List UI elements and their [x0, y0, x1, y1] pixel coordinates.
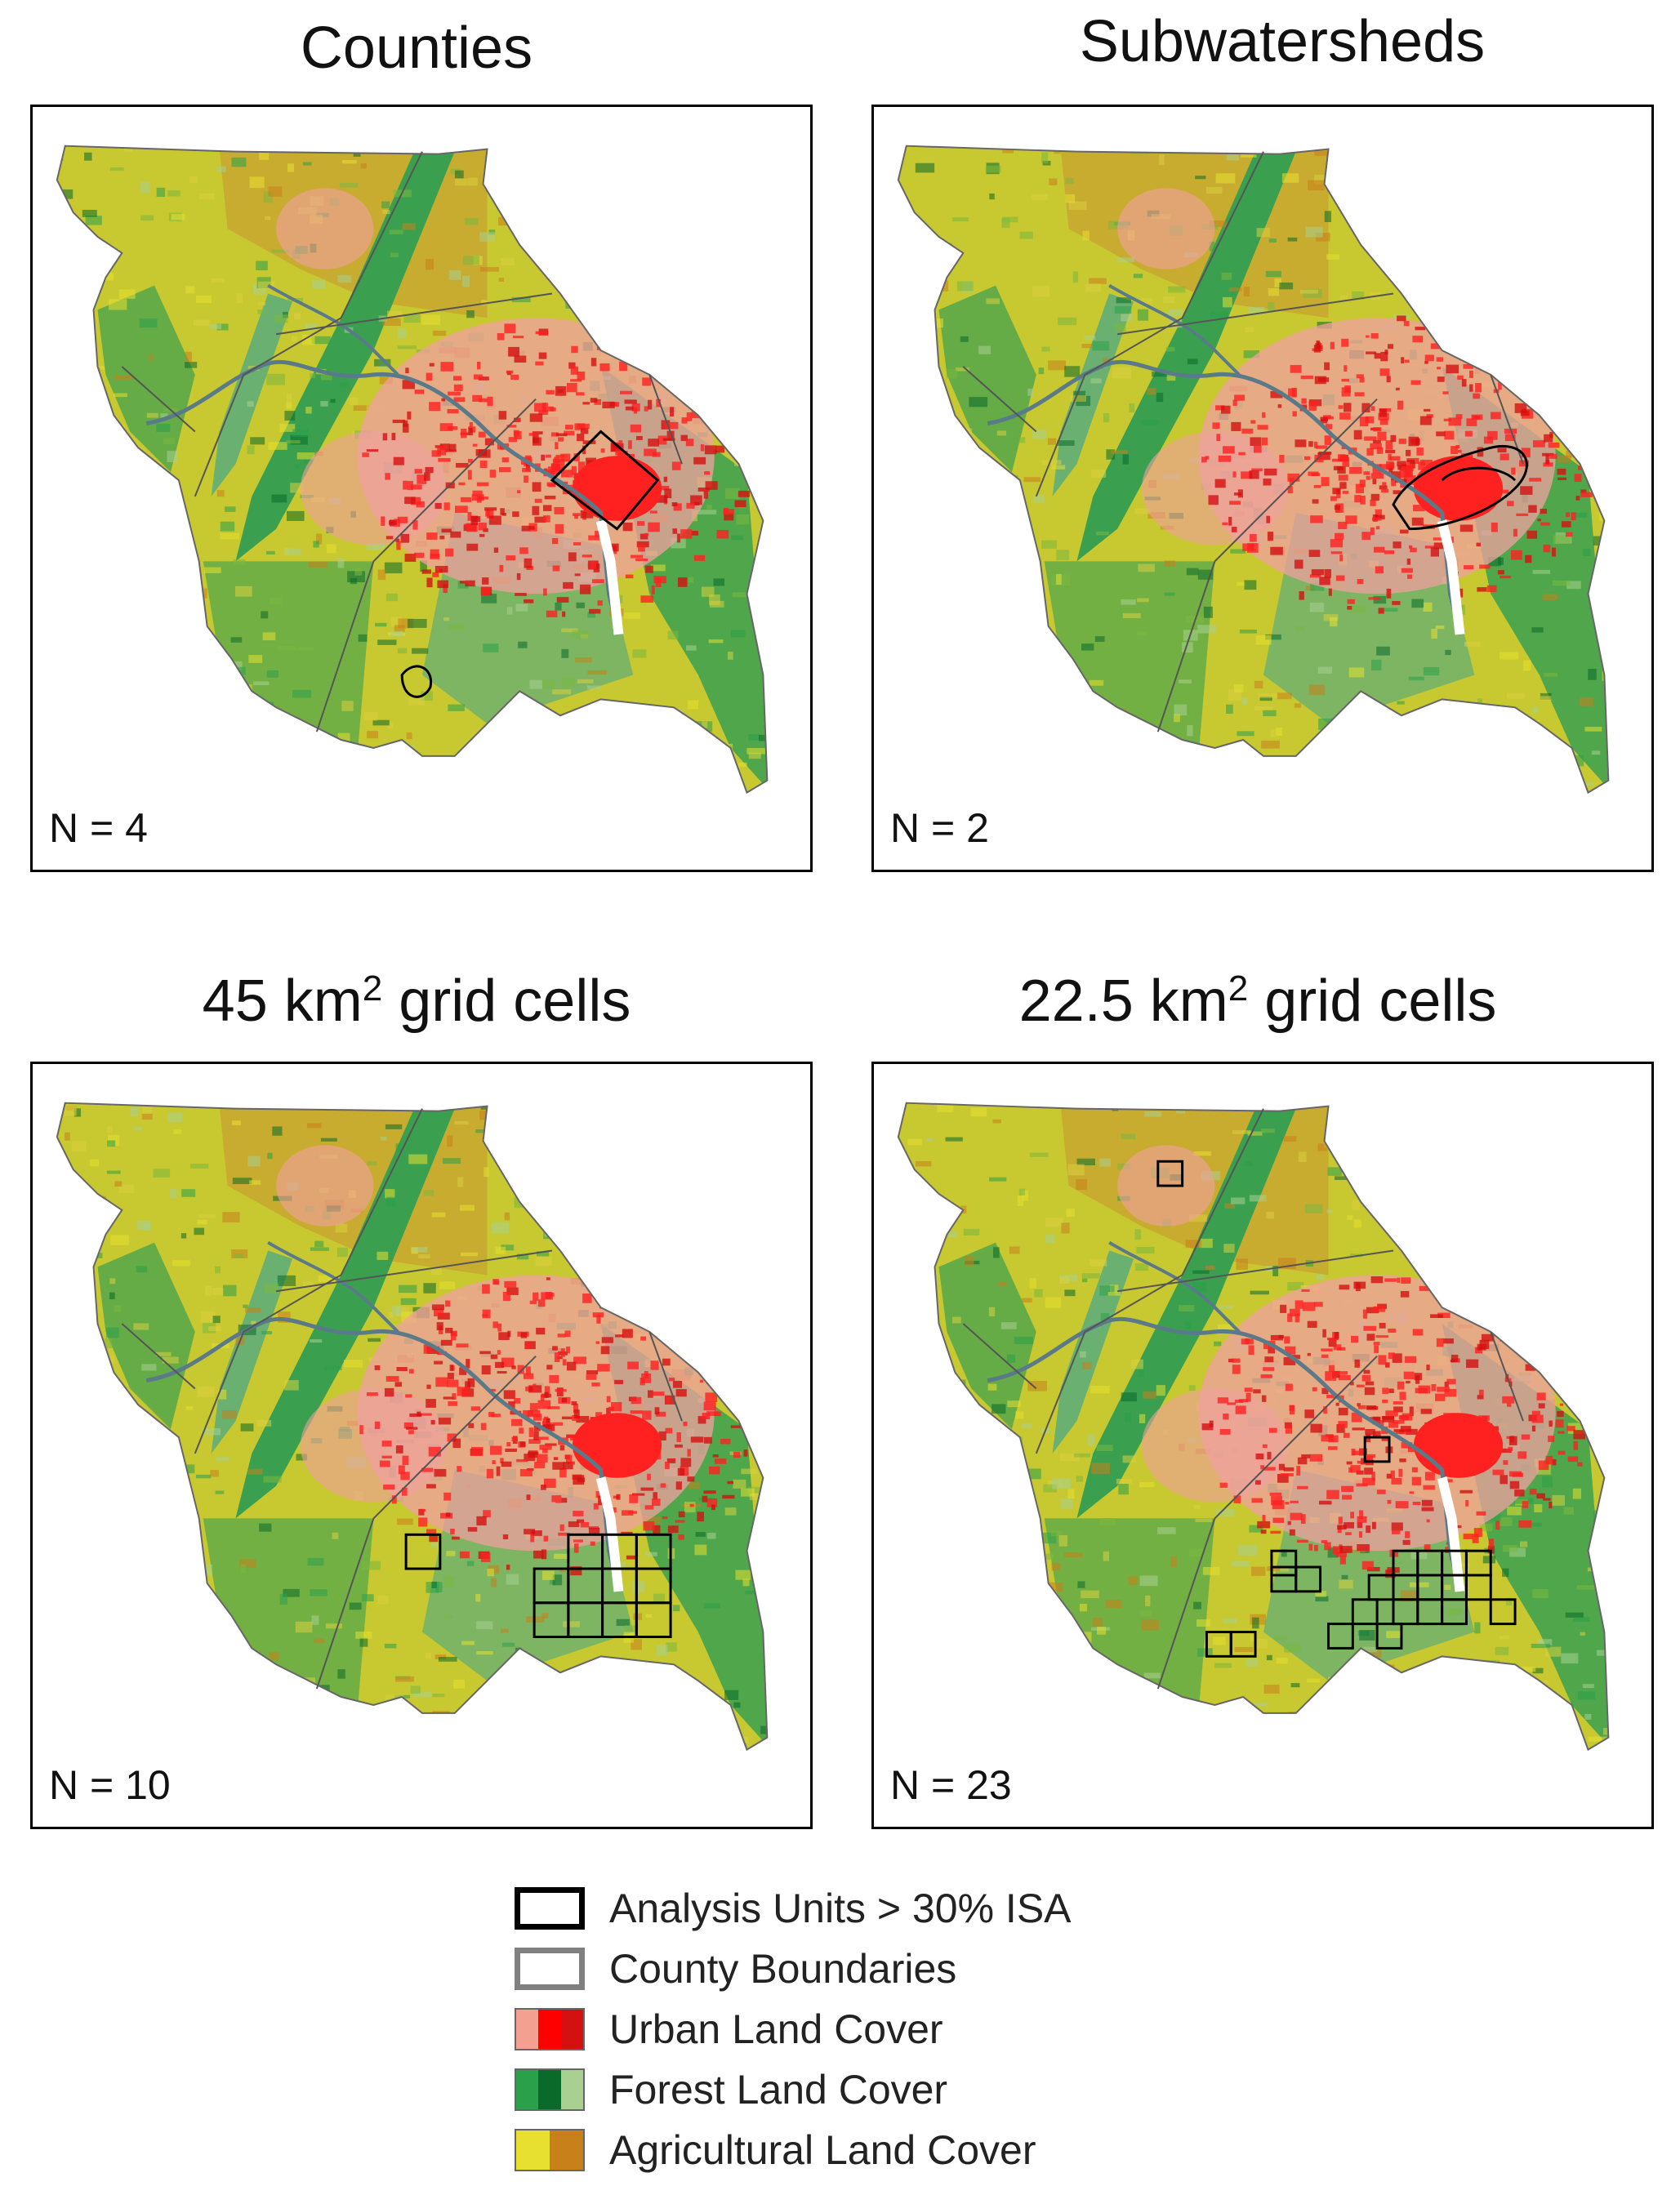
legend-label: Agricultural Land Cover: [609, 2127, 1036, 2173]
legend-swatch-agricultural: [515, 2129, 585, 2171]
legend-label: Urban Land Cover: [609, 2006, 943, 2052]
analysis-units: [1392, 445, 1528, 531]
legend-swatch-forest: [515, 2068, 585, 2111]
legend-item-forest: Forest Land Cover: [515, 2059, 1152, 2120]
legend-label: County Boundaries: [609, 1946, 957, 1992]
map-panel-22km-grid: N = 23: [871, 1062, 1654, 1829]
count-label: N = 4: [49, 805, 148, 851]
county-boundaries: [897, 1102, 1610, 1752]
legend-item-county-boundaries: County Boundaries: [515, 1939, 1152, 1999]
legend-label: Forest Land Cover: [609, 2067, 948, 2113]
analysis-units: [404, 1533, 672, 1638]
land-cover-layer: [56, 1102, 768, 1750]
legend-swatch-urban: [515, 2008, 585, 2050]
map-panel-subwatersheds: N = 2: [871, 105, 1654, 872]
map-45km-grid: [56, 1102, 769, 1752]
legend-swatch-analysis-units: [515, 1887, 585, 1930]
map-subwatersheds: [897, 145, 1610, 795]
analysis-units: [1156, 1160, 1517, 1658]
legend-item-analysis-units: Analysis Units > 30% ISA: [515, 1878, 1152, 1939]
county-boundaries: [56, 145, 769, 795]
county-boundaries: [56, 1102, 769, 1752]
map-panel-45km-grid: N = 10: [30, 1062, 813, 1829]
count-label: N = 2: [890, 805, 989, 851]
county-boundaries: [897, 145, 1610, 795]
panel-title-counties: Counties: [300, 16, 533, 81]
map-22km-grid: [897, 1102, 1610, 1752]
count-label: N = 10: [49, 1762, 171, 1808]
panel-title-subwatersheds: Subwatersheds: [1079, 9, 1486, 74]
legend-item-agricultural: Agricultural Land Cover: [515, 2120, 1152, 2180]
analysis-units: [400, 430, 660, 698]
legend-swatch-county-boundaries: [515, 1948, 585, 1990]
legend-label: Analysis Units > 30% ISA: [609, 1886, 1072, 1931]
legend-item-urban: Urban Land Cover: [515, 1999, 1152, 2059]
panel-title-22km-grid: 22.5 km2 grid cells: [1018, 968, 1497, 1034]
count-label: N = 23: [890, 1762, 1012, 1808]
map-panel-counties: N = 4: [30, 105, 813, 872]
panel-title-45km-grid: 45 km2 grid cells: [202, 968, 631, 1034]
map-legend: Analysis Units > 30% ISA County Boundari…: [515, 1878, 1152, 2180]
map-counties: [56, 145, 769, 795]
